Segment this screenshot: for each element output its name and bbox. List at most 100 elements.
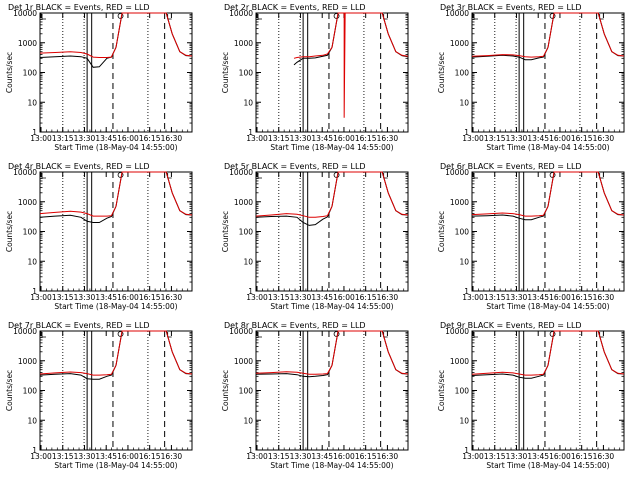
x-tick-label: 16:00	[117, 134, 139, 143]
detector-panel-9: Det 9r BLACK = Events, RED = LLD 1 10 100 10…	[437, 321, 625, 470]
x-tick-label: 16:15	[355, 134, 377, 143]
panel-title: Det 8r BLACK = Events, RED = LLD	[224, 321, 366, 330]
x-tick-label: 13:45	[95, 293, 117, 302]
x-tick-label: 16:00	[333, 293, 355, 302]
x-tick-label: 13:00	[246, 293, 268, 302]
lld-series-line	[255, 330, 409, 375]
y-tick-label: 10000	[229, 9, 253, 18]
x-tick-label: 16:00	[117, 293, 139, 302]
x-tick-label: 16:00	[549, 452, 571, 461]
x-tick-label: 16:30	[377, 134, 399, 143]
panel-title: Det 6r BLACK = Events, RED = LLD	[440, 162, 582, 171]
x-tick-label: 13:45	[311, 293, 333, 302]
y-tick-label: 1	[464, 128, 469, 137]
y-axis-label: Counts/sec	[221, 211, 230, 252]
bracket-marker-left	[473, 332, 478, 338]
y-tick-label: 10	[459, 257, 469, 266]
detector-panel-3: Det 3r BLACK = Events, RED = LLD 1 10 100 10…	[437, 3, 625, 152]
detector-panel-4: Det 4r BLACK = Events, RED = LLD 1 10 100 10…	[5, 162, 193, 311]
circle-marker	[117, 172, 124, 178]
x-axis-label: Start Time (18-May-04 14:55:00)	[486, 143, 609, 152]
panel-title: Det 5r BLACK = Events, RED = LLD	[224, 162, 366, 171]
x-tick-label: 16:00	[333, 134, 355, 143]
plot-frame	[255, 330, 409, 451]
y-tick-label: 10	[243, 257, 253, 266]
circle-marker	[549, 172, 556, 178]
lld-series-line	[471, 171, 625, 217]
y-tick-label: 10	[459, 98, 469, 107]
x-tick-label: 13:00	[246, 452, 268, 461]
x-tick-label: 16:00	[549, 293, 571, 302]
x-tick-label: 13:45	[311, 452, 333, 461]
y-tick-label: 100	[239, 228, 254, 237]
circle-marker	[333, 13, 340, 19]
y-tick-label: 10000	[445, 9, 469, 18]
x-tick-label: 13:15	[268, 452, 290, 461]
circle-marker	[117, 331, 124, 337]
y-axis-label: Counts/sec	[221, 370, 230, 411]
x-tick-label: 16:30	[161, 134, 183, 143]
y-axis-label: Counts/sec	[5, 211, 14, 252]
x-tick-label: 16:30	[593, 452, 615, 461]
y-tick-label: 1	[32, 446, 37, 455]
x-tick-label: 13:30	[74, 293, 96, 302]
x-tick-label: 13:00	[30, 452, 52, 461]
lld-series-line	[255, 171, 409, 218]
x-axis-label: Start Time (18-May-04 14:55:00)	[54, 302, 177, 311]
y-tick-label: 10	[459, 416, 469, 425]
y-tick-label: 10	[27, 98, 37, 107]
y-tick-label: 10000	[13, 168, 37, 177]
y-tick-label: 10	[243, 98, 253, 107]
bracket-marker-left	[41, 14, 46, 20]
y-tick-label: 1000	[234, 39, 253, 48]
x-tick-label: 13:15	[484, 452, 506, 461]
x-tick-label: 13:15	[52, 134, 74, 143]
lld-series-line	[471, 12, 625, 58]
x-tick-label: 13:30	[74, 452, 96, 461]
x-tick-label: 13:30	[74, 134, 96, 143]
y-tick-label: 1	[32, 287, 37, 296]
y-tick-label: 10000	[229, 327, 253, 336]
x-tick-label: 13:15	[52, 293, 74, 302]
plot-frame	[471, 330, 625, 451]
circle-marker	[333, 331, 340, 337]
x-tick-label: 16:00	[549, 134, 571, 143]
bracket-marker-left	[473, 14, 478, 20]
detector-panel-6: Det 6r BLACK = Events, RED = LLD 1 10 100 10…	[437, 162, 625, 311]
bracket-marker-left	[473, 173, 478, 179]
y-tick-label: 10	[27, 416, 37, 425]
bracket-marker-left	[257, 332, 262, 338]
plot-frame	[471, 171, 625, 292]
x-tick-label: 13:30	[506, 134, 528, 143]
lld-series-line	[39, 330, 193, 376]
plot-frame	[39, 12, 193, 133]
y-tick-label: 1	[32, 128, 37, 137]
x-tick-label: 16:30	[161, 452, 183, 461]
detector-panel-8: Det 8r BLACK = Events, RED = LLD 1 10 100 10…	[221, 321, 409, 470]
bracket-marker-left	[41, 173, 46, 179]
y-tick-label: 1000	[18, 357, 37, 366]
detector-panel-1: Det 1r BLACK = Events, RED = LLD 1 10 100 10…	[5, 3, 193, 152]
y-tick-label: 10000	[445, 327, 469, 336]
x-tick-label: 13:15	[484, 134, 506, 143]
detector-panel-5: Det 5r BLACK = Events, RED = LLD 1 10 100 10…	[221, 162, 409, 311]
y-tick-label: 10000	[13, 327, 37, 336]
y-tick-label: 100	[23, 387, 38, 396]
y-tick-label: 1000	[18, 39, 37, 48]
plot-frame	[255, 12, 409, 133]
events-series-line	[471, 330, 625, 379]
x-tick-label: 16:30	[593, 134, 615, 143]
x-tick-label: 13:45	[95, 134, 117, 143]
x-tick-label: 16:15	[571, 293, 593, 302]
y-tick-label: 1000	[450, 357, 469, 366]
y-axis-label: Counts/sec	[221, 52, 230, 93]
x-axis-label: Start Time (18-May-04 14:55:00)	[54, 461, 177, 470]
y-axis-label: Counts/sec	[5, 52, 14, 93]
x-tick-label: 13:00	[462, 293, 484, 302]
x-tick-label: 13:00	[30, 134, 52, 143]
x-tick-label: 16:00	[117, 452, 139, 461]
plot-frame	[471, 12, 625, 133]
x-tick-label: 13:00	[246, 134, 268, 143]
y-tick-label: 1000	[18, 198, 37, 207]
